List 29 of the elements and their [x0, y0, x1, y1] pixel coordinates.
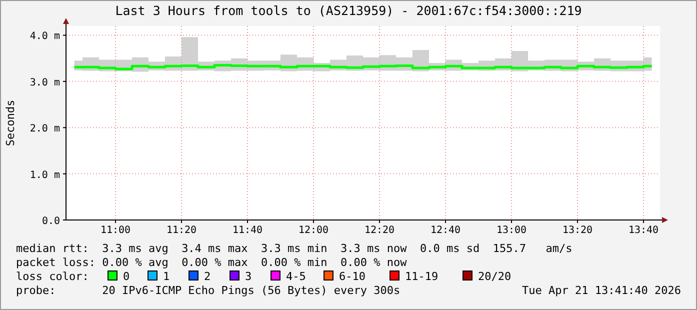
y-tick-label: 2.0 m: [30, 124, 60, 135]
legend-label: 1: [163, 270, 170, 283]
x-tick-label: 13:40: [628, 225, 659, 236]
x-tick-label: 13:00: [496, 225, 527, 236]
y-tick-label: 3.0 m: [30, 77, 60, 88]
legend-label: 2: [204, 270, 211, 283]
chart-title: Last 3 Hours from tools to (AS213959) - 2001:67c:f54:3000::219: [115, 3, 582, 18]
legend-label: 0: [123, 270, 130, 283]
legend-label: 4-5: [286, 270, 306, 283]
x-tick-label: 11:20: [166, 225, 197, 236]
x-tick-label: 13:20: [562, 225, 593, 236]
legend-title: loss color:: [16, 270, 89, 283]
legend-label: 3: [245, 270, 252, 283]
y-tick-label: 4.0 m: [30, 31, 60, 42]
y-axis-title: Seconds: [4, 100, 17, 146]
text: packet loss: 0.00 % avg 0.00 % max 0.00 % min 0.00 % now: [16, 256, 408, 269]
text: probe: 20 IPv6-ICMP Echo Pings (56 Bytes) every 300s: [16, 284, 400, 297]
x-tick-label: 12:20: [364, 225, 395, 236]
text: Tue Apr 21 13:41:40 2026: [522, 284, 681, 297]
x-tick-label: 12:00: [298, 225, 329, 236]
text: median rtt: 3.3 ms avg 3.4 ms max 3.3 ms min 3.3 ms now 0.0 ms sd 155.7 am/s: [16, 242, 572, 255]
x-tick-label: 11:40: [232, 225, 263, 236]
y-tick-label: 1.0 m: [30, 170, 60, 181]
legend-label: 20/20: [478, 270, 512, 283]
legend-label: 6-10: [339, 270, 366, 283]
legend-label: 11-19: [405, 270, 438, 283]
x-tick-label: 12:40: [430, 225, 461, 236]
y-tick-label: 0.0: [42, 216, 60, 227]
x-tick-label: 11:00: [100, 225, 131, 236]
